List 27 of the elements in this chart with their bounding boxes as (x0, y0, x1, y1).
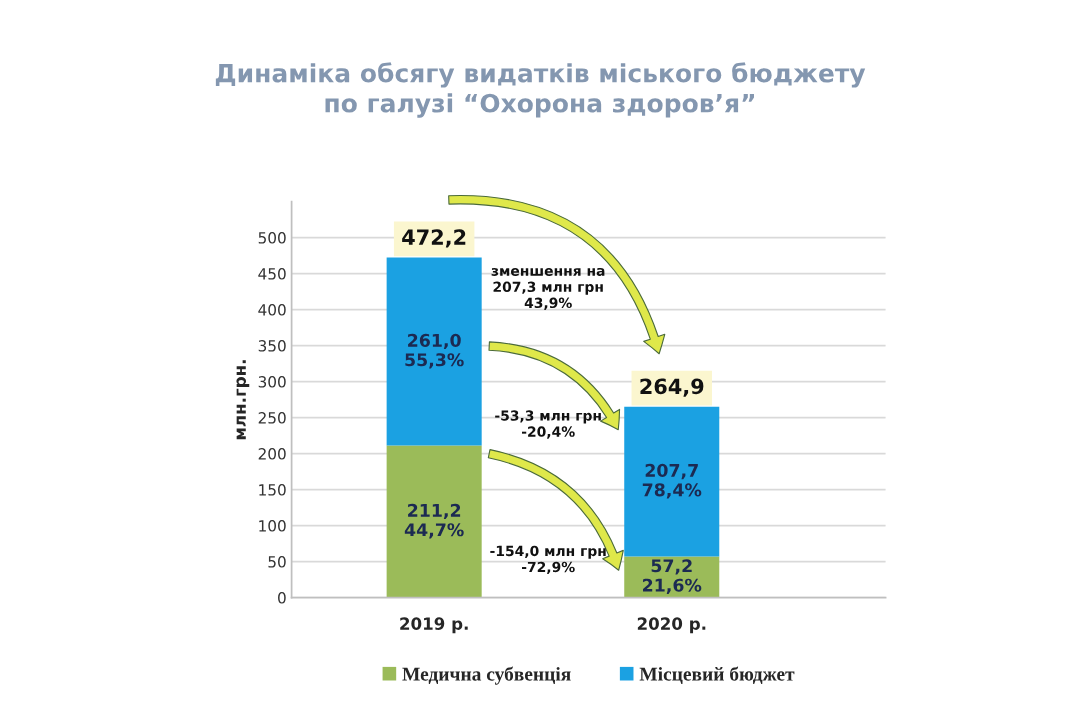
data-label: 261,0 55,3% (405, 333, 464, 369)
annotation: -154,0 млн грн -72,9% (490, 545, 606, 575)
y-tick-label: 500 (258, 232, 286, 244)
y-tick-label: 300 (258, 376, 286, 388)
total-label: 472,2 (402, 229, 466, 248)
y-tick-label: 100 (259, 520, 286, 532)
data-label: 207,7 78,4% (642, 463, 702, 499)
chart-title: Динаміка обсягу видатків міського бюджету по галузі “Охорона здоров’я” (215, 62, 866, 118)
legend-label: Медична субвенція (402, 666, 571, 685)
x-tick-label: 2020 р. (637, 617, 706, 634)
annotation: зменшення на 207,3 млн грн 43,9% (491, 267, 605, 310)
y-tick-label: 350 (258, 340, 286, 352)
y-tick-label: 200 (258, 448, 286, 460)
bar (386, 445, 482, 598)
y-tick-label: 400 (258, 304, 286, 316)
legend-label: Місцевий бюджет (639, 666, 795, 684)
y-tick-label: 250 (258, 412, 286, 424)
annotation: -53,3 млн грн -20,4% (495, 410, 601, 439)
data-label: 57,2 21,6% (643, 559, 702, 594)
y-axis-title: млн.грн. (236, 360, 250, 440)
total-label: 264,9 (640, 378, 704, 397)
y-tick-label: 0 (278, 592, 286, 604)
data-label: 211,2 44,7% (404, 503, 464, 539)
y-tick-label: 450 (258, 268, 286, 280)
y-tick-label: 50 (268, 556, 286, 568)
x-tick-label: 2019 р. (400, 617, 468, 634)
y-tick-label: 150 (259, 484, 286, 496)
